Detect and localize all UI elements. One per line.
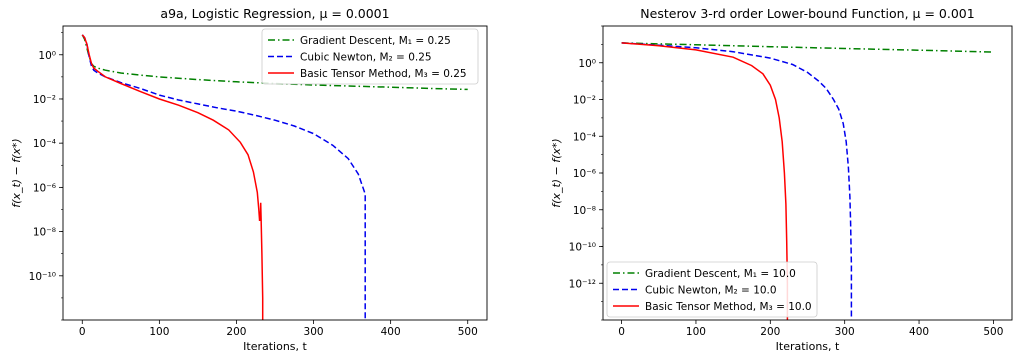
x-tick-label: 400	[909, 326, 929, 338]
series-line-1	[81, 34, 468, 91]
series-line-1	[621, 42, 994, 53]
x-tick-label: 300	[304, 326, 324, 338]
x-tick-label: 300	[835, 326, 855, 338]
legend-label: Gradient Descent, M₁ = 10.0	[645, 268, 796, 280]
y-tick-label: 10⁻²	[573, 95, 596, 107]
series-line-2	[81, 34, 366, 320]
x-tick-label: 100	[149, 326, 169, 338]
x-tick-label: 400	[381, 326, 401, 338]
y-tick-label: 10⁻²	[33, 94, 56, 106]
x-tick-label: 200	[226, 326, 246, 338]
legend-box	[261, 28, 479, 85]
legend: Gradient Descent, M₁ = 0.25 Cubic Newton,…	[261, 28, 479, 85]
x-tick-label: 0	[79, 326, 86, 338]
x-tick-label: 200	[760, 326, 780, 338]
legend-box	[606, 261, 818, 318]
y-tick-label: 10⁻¹²	[569, 278, 596, 290]
x-axis-label: Iterations, t	[776, 340, 840, 353]
y-tick-label: 10⁻⁸	[573, 205, 596, 217]
series-line-3	[81, 34, 264, 320]
series-line-3	[621, 42, 789, 320]
x-axis-label: Iterations, t	[243, 340, 307, 353]
x-tick-label: 0	[618, 326, 625, 338]
y-tick-label: 10⁻⁴	[33, 138, 56, 150]
x-tick-label: 500	[458, 326, 478, 338]
y-tick-label: 10⁰	[578, 58, 596, 70]
legend-label: Cubic Newton, M₂ = 0.25	[300, 52, 432, 64]
legend-label: Gradient Descent, M₁ = 0.25	[300, 35, 451, 47]
y-tick-label: 10⁻⁴	[573, 131, 596, 143]
x-tick-label: 500	[983, 326, 1003, 338]
chart-title: Nesterov 3-rd order Lower-bound Function…	[640, 6, 974, 21]
legend-label: Basic Tensor Method, M₃ = 0.25	[300, 68, 467, 80]
series-line-2	[621, 42, 853, 320]
y-tick-label: 10⁻⁶	[573, 168, 596, 180]
plot-frame	[62, 25, 488, 321]
x-tick-label: 100	[686, 326, 706, 338]
y-tick-label: 10⁻¹⁰	[29, 271, 56, 283]
y-tick-label: 10⁰	[38, 50, 56, 62]
y-tick-label: 10⁻¹⁰	[569, 242, 596, 254]
legend-label: Cubic Newton, M₂ = 10.0	[645, 285, 777, 297]
chart-title: a9a, Logistic Regression, μ = 0.0001	[160, 6, 389, 21]
legend: Gradient Descent, M₁ = 10.0 Cubic Newton,…	[606, 261, 818, 318]
legend-label: Basic Tensor Method, M₃ = 10.0	[645, 301, 812, 313]
chart-panel-1: a9a, Logistic Regression, μ = 0.0001 0 100…	[10, 6, 488, 353]
y-axis-label: f(x_t) − f(x*)	[550, 138, 563, 207]
chart-panel-2: Nesterov 3-rd order Lower-bound Function…	[550, 6, 1013, 353]
y-tick-label: 10⁻⁶	[33, 182, 56, 194]
y-tick-label: 10⁻⁸	[33, 227, 56, 239]
y-axis-label: f(x_t) − f(x*)	[10, 138, 23, 207]
